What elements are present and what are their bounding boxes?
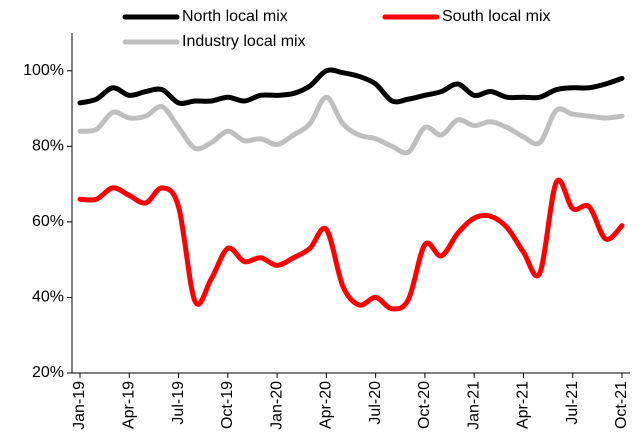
x-tick-label: Jan-19 — [71, 381, 88, 430]
legend-label: Industry local mix — [182, 33, 306, 50]
x-tick-label: Jan-21 — [465, 381, 482, 430]
x-tick-label: Jan-20 — [268, 381, 285, 430]
x-tick-label: Jul-21 — [564, 381, 581, 425]
series-line — [77, 177, 625, 312]
x-tick-label: Jul-19 — [170, 381, 187, 425]
x-tick-label: Apr-20 — [318, 381, 335, 429]
y-tick-label: 100% — [23, 62, 64, 79]
series-line — [77, 67, 625, 106]
series-line — [77, 94, 625, 156]
y-tick-label: 60% — [32, 213, 64, 230]
x-tick-label: Oct-19 — [219, 381, 236, 429]
y-tick-label: 80% — [32, 138, 64, 155]
x-tick-label: Oct-21 — [613, 381, 630, 429]
y-tick-label: 20% — [32, 364, 64, 381]
legend-label: North local mix — [182, 8, 288, 25]
x-tick-label: Apr-19 — [120, 381, 137, 429]
x-tick-label: Apr-21 — [515, 381, 532, 429]
y-tick-label: 40% — [32, 289, 64, 306]
x-tick-label: Oct-20 — [416, 381, 433, 429]
legend-label: South local mix — [442, 8, 551, 25]
x-tick-label: Jul-20 — [367, 381, 384, 425]
